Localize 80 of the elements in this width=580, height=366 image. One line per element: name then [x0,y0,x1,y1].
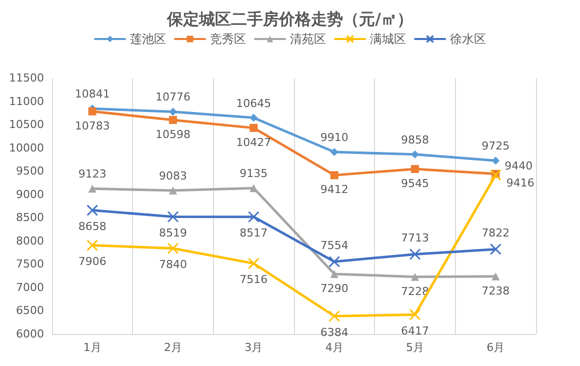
data-label: 7554 [320,238,348,252]
legend-label: 竞秀区 [210,32,246,46]
point [169,108,177,116]
point [492,156,500,165]
point [490,169,502,181]
point [88,184,96,193]
y-tick-label: 10000 [9,141,44,154]
x-tick-label: 2月 [164,341,182,354]
x-tick-label: 6月 [486,341,505,354]
data-label: 7516 [240,273,268,286]
point [250,124,258,132]
x-tick-label: 1月 [83,341,102,354]
x-tick-label: 3月 [244,341,263,354]
chart-title: 保定城区二手房价格走势（元/㎡） [166,10,413,28]
data-label: 10776 [156,90,190,104]
data-label: 7906 [78,255,106,268]
y-tick-label: 6000 [16,328,44,340]
data-label: 6384 [320,326,348,339]
data-label: 7290 [320,282,348,295]
point [411,150,419,158]
data-label: 9858 [401,133,429,146]
y-tick-label: 8000 [16,234,44,248]
legend-label: 莲池区 [130,32,166,46]
point [169,116,177,124]
point [492,272,500,280]
data-label: 7713 [401,232,429,245]
legend-label: 徐水区 [450,32,486,46]
point [250,114,258,122]
y-tick-label: 10500 [9,118,44,132]
x-tick-label: 4月 [325,341,344,354]
data-label: 9416 [506,176,534,190]
data-label: 9545 [401,176,429,190]
data-label: 9123 [78,168,106,181]
data-label: 10427 [236,136,272,149]
data-label: 9910 [320,131,348,144]
data-label: 8519 [159,226,187,240]
point [330,148,338,156]
y-tick-label: 6500 [16,304,44,318]
point [409,308,421,320]
x-tick-label: 5月 [406,341,424,354]
point [328,256,340,268]
data-label: 8517 [240,226,268,240]
point [248,211,260,223]
data-label: 9725 [482,140,510,153]
point [167,211,179,222]
point [328,310,340,322]
y-tick-label: 9000 [16,188,44,201]
point [86,240,98,252]
point [167,242,179,254]
data-label: 7238 [482,284,510,298]
data-label: 7822 [482,226,510,240]
data-label: 7840 [159,258,187,272]
point [411,164,419,173]
data-label: 10783 [74,119,110,132]
data-label: 8658 [78,220,106,234]
y-tick-label: 7500 [16,258,44,271]
legend-label: 清苑区 [290,32,326,46]
point [248,258,260,270]
point [330,270,338,278]
data-label: 9083 [159,170,187,182]
data-label: 9412 [320,183,348,196]
y-tick-label: 8500 [16,211,44,224]
point [409,248,421,260]
point [330,171,338,180]
data-label: 9440 [504,159,533,172]
y-tick-label: 11500 [9,72,44,84]
data-label: 6417 [401,324,429,338]
y-tick-label: 9500 [16,164,44,178]
point [411,272,419,281]
point [88,107,96,116]
legend-label: 满城区 [370,32,406,46]
point [490,243,502,255]
data-label: 9135 [240,167,268,180]
data-label: 10598 [156,128,190,141]
point [169,186,177,194]
point [86,204,98,216]
data-label: 10841 [74,88,110,101]
y-tick-label: 7000 [16,280,44,294]
y-tick-label: 11000 [9,94,44,108]
data-label: 10645 [236,96,272,110]
